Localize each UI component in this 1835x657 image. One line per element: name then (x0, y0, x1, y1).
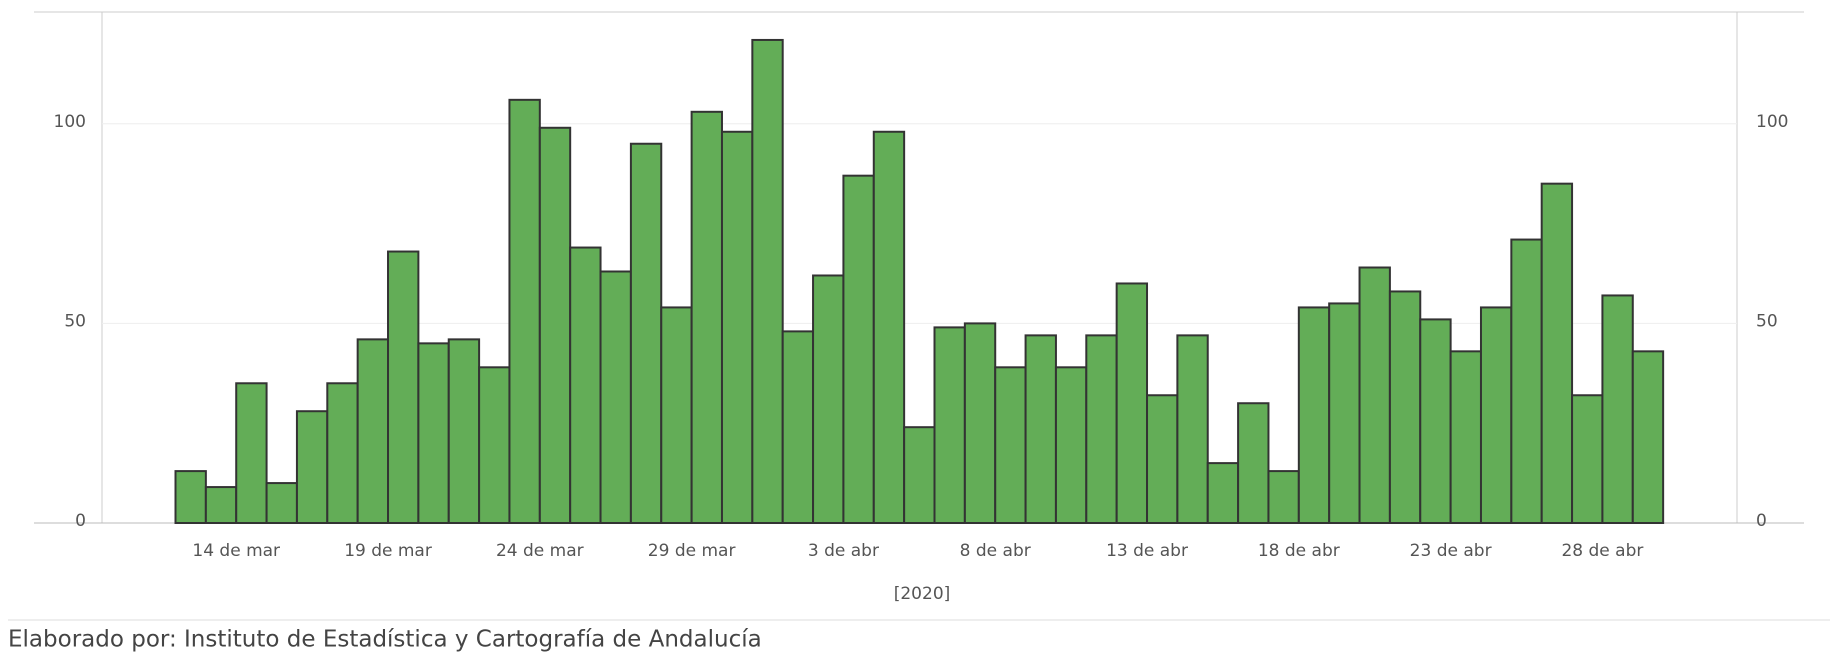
bar (1631, 350, 1665, 524)
bar (447, 338, 481, 524)
x-tick-label: 3 de abr (808, 541, 879, 561)
bar (538, 126, 572, 524)
bar (1419, 318, 1452, 524)
bar (387, 250, 420, 524)
bar (1054, 366, 1088, 524)
y-tick-label: 0 (75, 511, 86, 531)
bar (629, 142, 663, 524)
y-tick-label: 100 (54, 112, 86, 132)
bar (660, 306, 693, 524)
bar (1328, 302, 1361, 524)
bar (812, 274, 845, 524)
bar (204, 486, 238, 524)
bar (842, 174, 875, 524)
bar (1176, 334, 1209, 524)
x-tick-label: 13 de abr (1106, 541, 1188, 561)
x-tick-label: 8 de abr (960, 541, 1031, 561)
y2-tick-label: 0 (1756, 511, 1767, 531)
bar (1601, 294, 1634, 524)
bar (994, 366, 1027, 524)
bar (1115, 282, 1149, 524)
bar (1297, 306, 1331, 524)
x-tick-label: 23 de abr (1410, 541, 1492, 561)
x-tick-label: 14 de mar (192, 541, 280, 561)
bar (1146, 394, 1179, 524)
bar (1267, 470, 1300, 524)
bar (1479, 306, 1513, 524)
y2-tick-label: 50 (1756, 311, 1778, 331)
bar (478, 366, 511, 524)
bar (1085, 334, 1118, 524)
bar (417, 342, 450, 524)
y-tick-label: 50 (64, 311, 86, 331)
bar (1510, 238, 1543, 524)
bar (933, 326, 966, 524)
bar (1358, 266, 1391, 524)
bar (508, 98, 541, 524)
bar (751, 38, 784, 524)
footer: Elaborado por: Instituto de Estadística … (8, 627, 762, 653)
y2-tick-label: 100 (1756, 112, 1788, 132)
bar (326, 382, 359, 524)
bar (569, 246, 602, 524)
x-tick-label: 28 de abr (1561, 541, 1643, 561)
bar (781, 330, 815, 524)
bar (690, 110, 723, 524)
bar (599, 270, 632, 524)
bar (1540, 182, 1574, 524)
bar (1206, 462, 1240, 524)
bar (1449, 350, 1482, 524)
bar (720, 130, 754, 524)
bar (265, 482, 298, 524)
bar (174, 470, 207, 524)
x-tick-label: 29 de mar (648, 541, 736, 561)
bar (295, 410, 329, 524)
bar (872, 130, 906, 524)
bar (903, 426, 936, 524)
x-tick-label: 18 de abr (1258, 541, 1340, 561)
x-tick-label: 24 de mar (496, 541, 584, 561)
bar (1237, 402, 1270, 524)
bar (1024, 334, 1057, 524)
x-axis-label: [2020] (894, 584, 951, 604)
bar (963, 322, 997, 524)
bar (1571, 394, 1604, 524)
bar (356, 338, 390, 524)
bar (1388, 290, 1422, 524)
x-tick-label: 19 de mar (344, 541, 432, 561)
bar (235, 382, 268, 524)
